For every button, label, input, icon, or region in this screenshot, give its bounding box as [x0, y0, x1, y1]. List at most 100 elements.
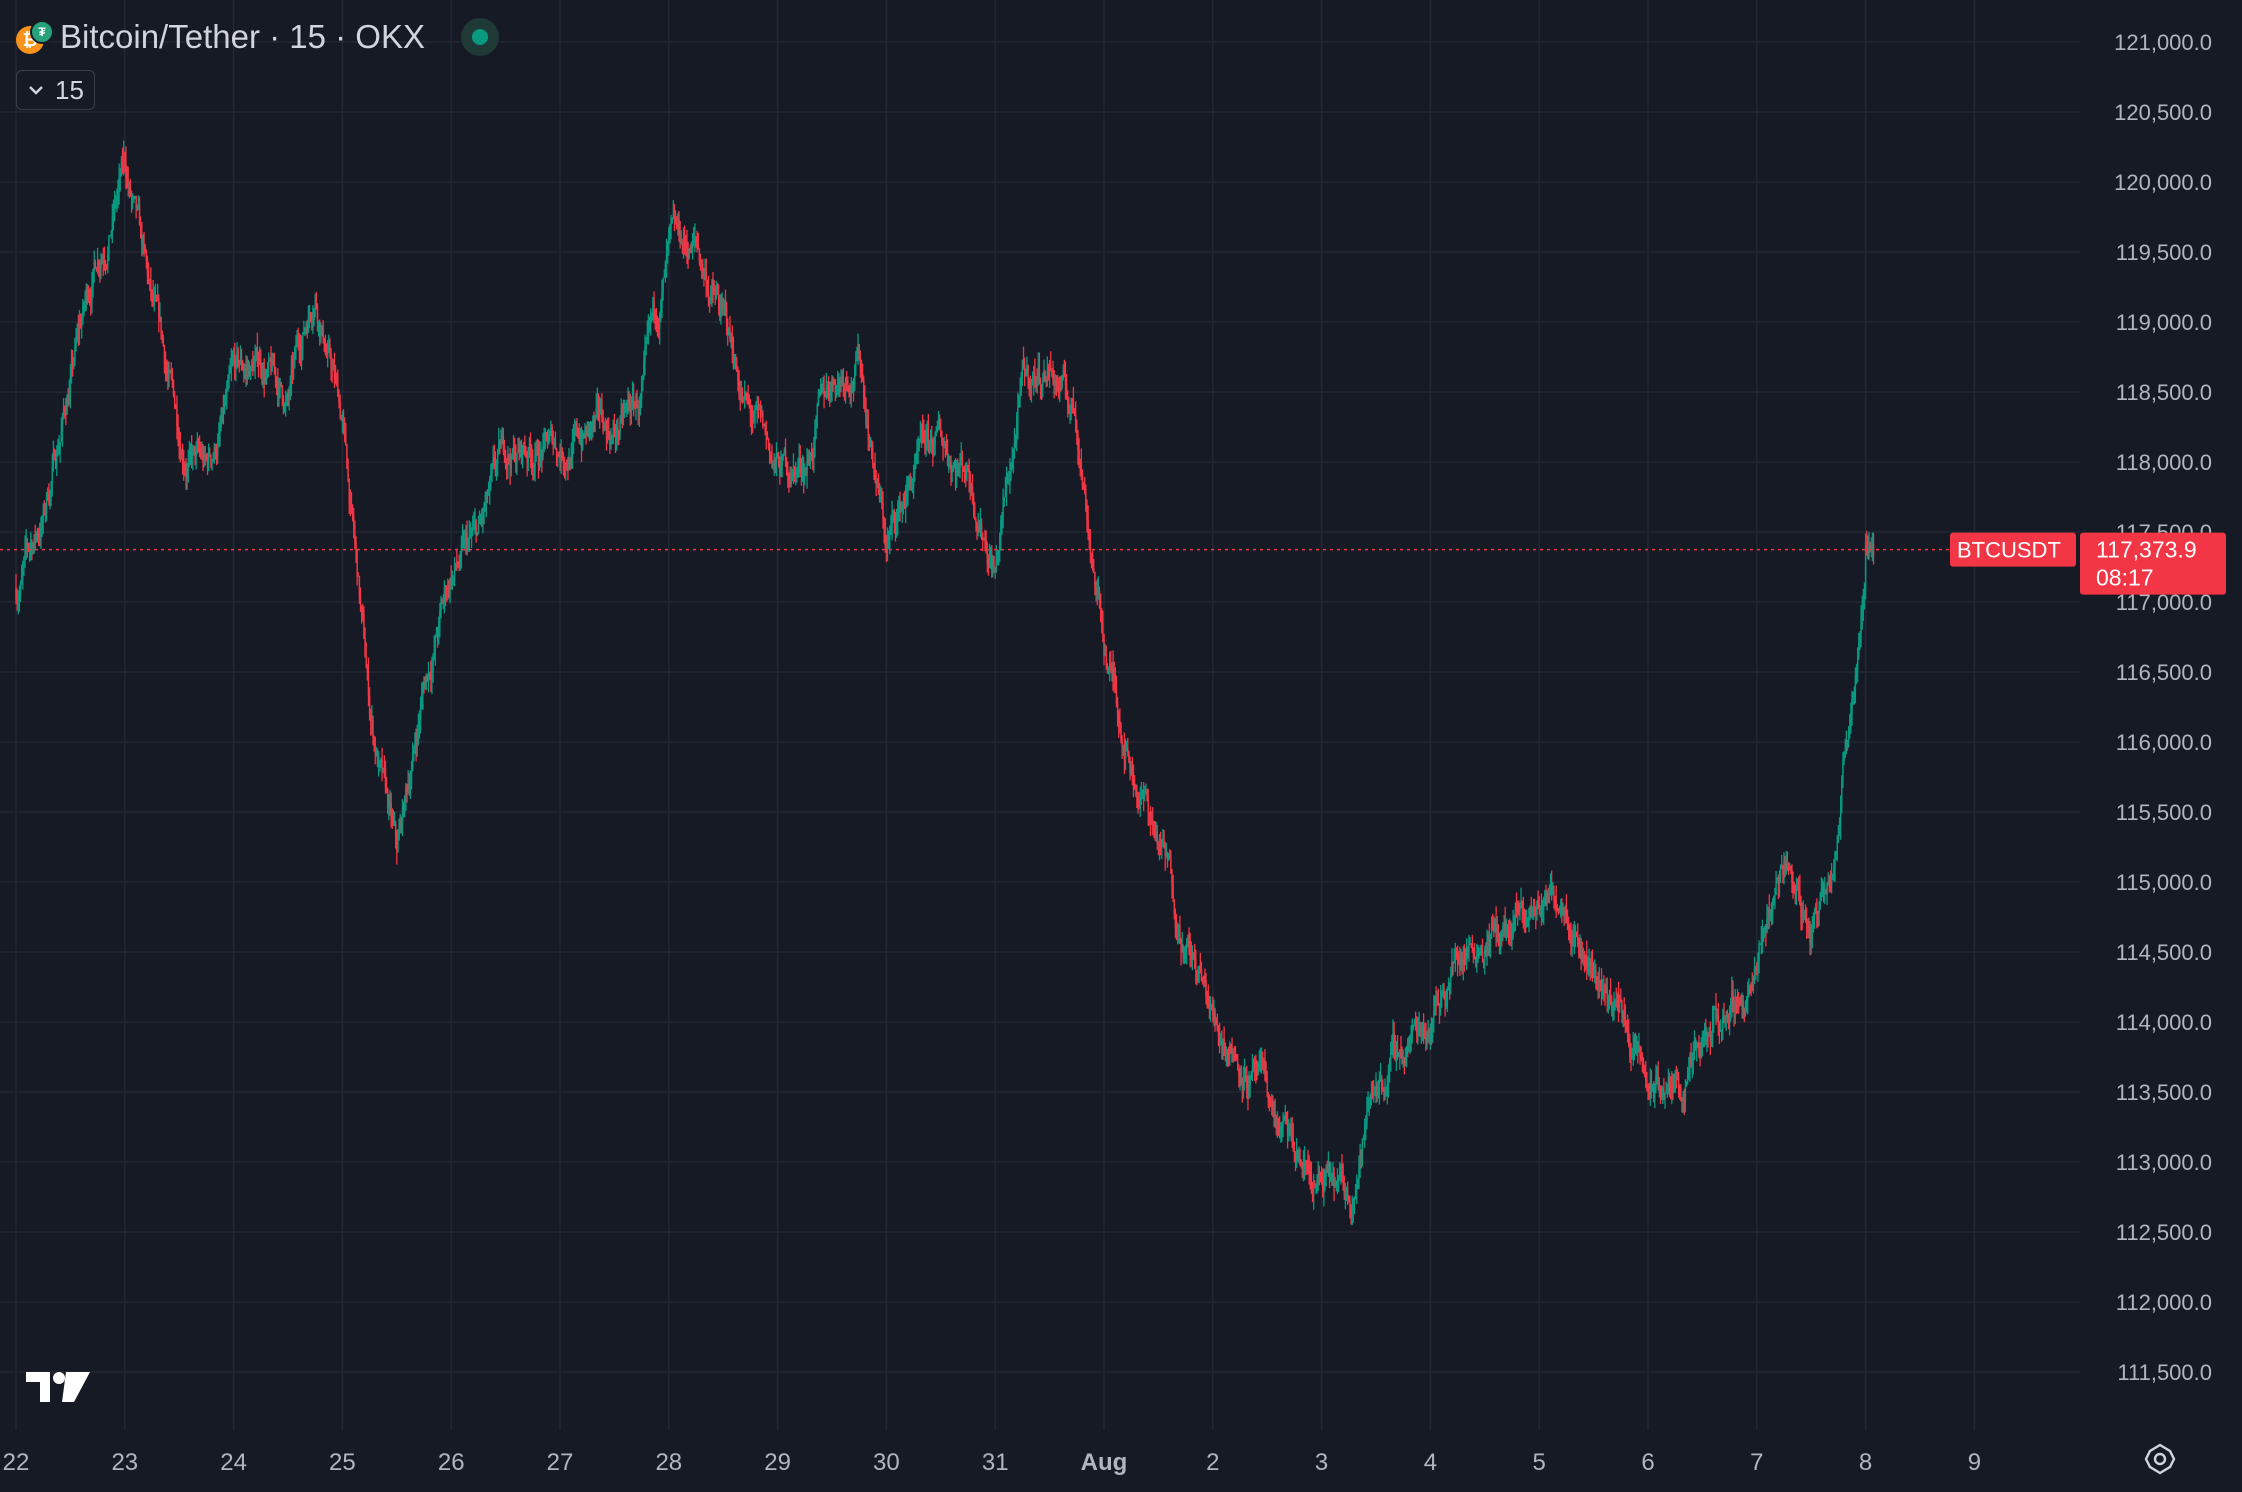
time-axis-label: 23	[111, 1449, 138, 1476]
tradingview-logo-icon[interactable]	[26, 1370, 90, 1404]
candle-body	[127, 179, 129, 188]
candle-body	[1812, 918, 1815, 926]
candle-body	[1826, 884, 1828, 894]
candle-body	[287, 395, 289, 397]
candle-body	[881, 498, 883, 504]
symbol-header[interactable]: ₿ ₮ Bitcoin/Tether · 15 · OKX	[16, 18, 499, 56]
candle-body	[588, 422, 591, 429]
candle-body	[77, 329, 80, 331]
candle-body	[95, 268, 98, 272]
candle-body	[1311, 1188, 1314, 1195]
candle-body	[958, 468, 960, 472]
candle-body	[139, 225, 142, 228]
candle-body	[294, 348, 296, 362]
candle-body	[1562, 911, 1564, 915]
candle-body	[970, 485, 973, 492]
candle-body	[1760, 941, 1763, 945]
candle-body	[869, 439, 872, 446]
candle-body	[179, 447, 182, 460]
candle-body	[164, 363, 167, 371]
candle-body	[1638, 1047, 1640, 1051]
candle-body	[813, 442, 815, 459]
candle-body	[1604, 990, 1606, 992]
settings-gear-icon[interactable]	[2144, 1443, 2176, 1475]
candle-body	[35, 533, 38, 537]
candle-body	[1706, 1032, 1708, 1041]
candle-body	[703, 272, 705, 274]
candle-body	[1101, 610, 1103, 619]
candle-body	[1800, 904, 1802, 918]
candle-body	[1343, 1186, 1345, 1197]
candle-body	[272, 361, 274, 366]
candle-body	[372, 719, 374, 738]
candle-body	[1733, 1001, 1735, 1012]
candle-body	[176, 408, 178, 426]
candle-body	[129, 185, 132, 195]
candle-body	[1028, 378, 1030, 388]
candlestick-series[interactable]	[15, 140, 1875, 1226]
price-axis-label: 113,500.0	[2116, 1080, 2212, 1105]
candle-body	[740, 393, 743, 397]
candle-body	[1226, 1052, 1229, 1054]
candle-body	[656, 324, 659, 329]
candle-body	[232, 356, 235, 360]
candle-body	[534, 455, 536, 468]
candle-body	[1344, 1193, 1347, 1197]
candle-body	[417, 724, 420, 733]
interval-button[interactable]: 15	[16, 70, 95, 110]
chevron-down-icon	[29, 86, 43, 95]
candle-body	[818, 393, 821, 397]
candle-body	[1710, 1033, 1713, 1043]
candle-body	[1341, 1167, 1343, 1179]
symbol-title[interactable]: Bitcoin/Tether · 15 · OKX	[60, 18, 425, 55]
candle-body	[1630, 1055, 1632, 1060]
candle-body	[517, 449, 519, 454]
candle-body	[93, 261, 95, 269]
market-open-indicator[interactable]	[460, 18, 499, 56]
candle-body	[1429, 1025, 1432, 1037]
candle-body	[543, 434, 545, 446]
candle-body	[1703, 1031, 1706, 1035]
price-axis-label: 120,000.0	[2114, 170, 2212, 195]
candle-body	[1535, 911, 1537, 916]
candle-body	[1261, 1056, 1264, 1066]
candle-body	[757, 405, 760, 407]
candle-body	[1216, 1022, 1219, 1032]
candle-body	[1105, 655, 1107, 668]
candle-body	[345, 428, 347, 446]
candle-body	[1370, 1092, 1373, 1100]
candle-body	[78, 323, 81, 331]
candle-body	[1485, 949, 1487, 952]
candle-body	[1871, 543, 1874, 546]
candle-body	[1225, 1052, 1228, 1056]
candle-body	[540, 450, 542, 456]
price-axis-label: 115,000.0	[2116, 870, 2212, 895]
candle-body	[720, 308, 722, 318]
candle-body	[804, 473, 806, 480]
candle-body	[1239, 1067, 1241, 1076]
candle-body	[619, 421, 621, 435]
candle-body	[1119, 723, 1121, 726]
candle-body	[839, 379, 841, 384]
candle-body	[914, 466, 916, 473]
candle-body	[843, 386, 846, 389]
candle-body	[1459, 961, 1461, 967]
time-axis[interactable]: 22 23 24 25 26 27 28 29 30 31 Aug 2 3 4 5 6 7 8 9	[3, 1449, 1981, 1476]
candle-body	[1009, 470, 1011, 481]
candle-body	[1329, 1173, 1332, 1175]
candle-body	[746, 397, 748, 399]
candle-body	[989, 557, 992, 559]
candle-body	[1854, 675, 1857, 691]
price-axis[interactable]: 121,000.0120,500.0120,000.0119,500.0119,…	[2114, 30, 2212, 1385]
candle-body	[1601, 989, 1604, 991]
candle-body	[602, 417, 604, 431]
candle-body	[1548, 888, 1551, 903]
candle-body	[1480, 951, 1483, 954]
candle-body	[245, 369, 247, 373]
candle-body	[408, 785, 410, 790]
candle-body	[289, 381, 291, 395]
candle-body	[535, 445, 537, 456]
candle-body	[1600, 981, 1603, 991]
candle-body	[124, 155, 126, 161]
